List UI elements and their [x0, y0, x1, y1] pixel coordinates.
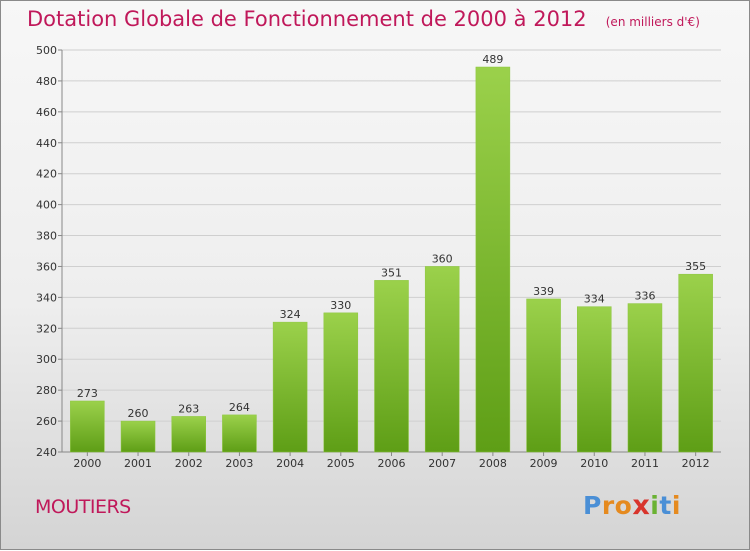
bar-value-label: 324: [280, 308, 301, 321]
bar: [120, 420, 156, 453]
logo-letter: P: [583, 491, 602, 520]
logo-letter: i: [671, 491, 681, 520]
y-tick-label: 360: [36, 260, 57, 273]
logo-letter: t: [659, 491, 672, 520]
y-tick-label: 380: [36, 230, 57, 243]
bar: [577, 306, 612, 453]
bar-value-label: 330: [330, 299, 351, 312]
y-tick-label: 240: [36, 446, 57, 459]
x-tick-label: 2004: [276, 457, 304, 470]
x-tick-label: 2001: [124, 457, 152, 470]
x-tick-label: 2008: [479, 457, 507, 470]
x-tick-label: 2006: [378, 457, 406, 470]
y-tick-label: 280: [36, 384, 57, 397]
bar-value-label: 264: [229, 401, 250, 414]
y-tick-label: 320: [36, 322, 57, 335]
commune-name: MOUTIERS: [35, 496, 131, 518]
x-tick-label: 2010: [580, 457, 608, 470]
x-tick-label: 2002: [175, 457, 203, 470]
chart-unit-note: (en milliers d'€): [605, 15, 700, 29]
bar-value-label: 273: [77, 387, 98, 400]
bar: [678, 273, 713, 453]
y-tick-label: 500: [36, 44, 57, 57]
bar: [171, 416, 206, 453]
bar: [323, 312, 359, 453]
bar-value-label: 260: [128, 407, 149, 420]
x-tick-label: 2007: [428, 457, 456, 470]
bar: [222, 414, 257, 453]
y-tick-label: 440: [36, 137, 57, 150]
bar-value-label: 360: [432, 252, 453, 265]
label-layer: 273 260 263 264 324 330 351 360 489 339 334 336 355: [77, 53, 706, 420]
logo-letter: r: [601, 491, 615, 520]
chart-title: Dotation Globale de Fonctionnement de 20…: [27, 7, 587, 31]
bar-value-label: 263: [178, 402, 199, 415]
x-tick-label: 2009: [530, 457, 558, 470]
logo-letter: x: [632, 490, 651, 521]
bar-layer: [70, 66, 713, 453]
bar-value-label: 355: [685, 260, 706, 273]
proxiti-logo[interactable]: Proxiti: [583, 490, 681, 521]
y-tick-label: 340: [36, 291, 57, 304]
title-row: Dotation Globale de Fonctionnement de 20…: [27, 7, 700, 31]
y-tick-label: 300: [36, 353, 57, 366]
bar: [70, 400, 105, 453]
logo-letter: i: [650, 491, 660, 520]
bar-value-label: 351: [381, 266, 402, 279]
bar: [424, 266, 460, 453]
axis-layer: 240 260 280 300 320 340 360 380 400 420 440 460 480 5…: [36, 44, 721, 470]
y-tick-label: 420: [36, 168, 57, 181]
bar-value-label: 336: [634, 290, 655, 303]
bar: [272, 321, 308, 453]
x-tick-label: 2012: [682, 457, 710, 470]
y-tick-label: 260: [36, 415, 57, 428]
x-tick-label: 2005: [327, 457, 355, 470]
bar-value-label: 339: [533, 285, 554, 298]
bar-value-label: 489: [482, 53, 503, 66]
x-tick-label: 2003: [225, 457, 253, 470]
x-tick-label: 2011: [631, 457, 659, 470]
y-tick-label: 480: [36, 75, 57, 88]
y-tick-label: 460: [36, 106, 57, 119]
bar: [526, 298, 561, 453]
bar: [627, 303, 663, 453]
bar: [374, 280, 409, 453]
bar: [475, 66, 511, 453]
y-tick-label: 400: [36, 199, 57, 212]
x-tick-label: 2000: [73, 457, 101, 470]
logo-letter: o: [614, 491, 633, 520]
bar-value-label: 334: [584, 293, 605, 306]
